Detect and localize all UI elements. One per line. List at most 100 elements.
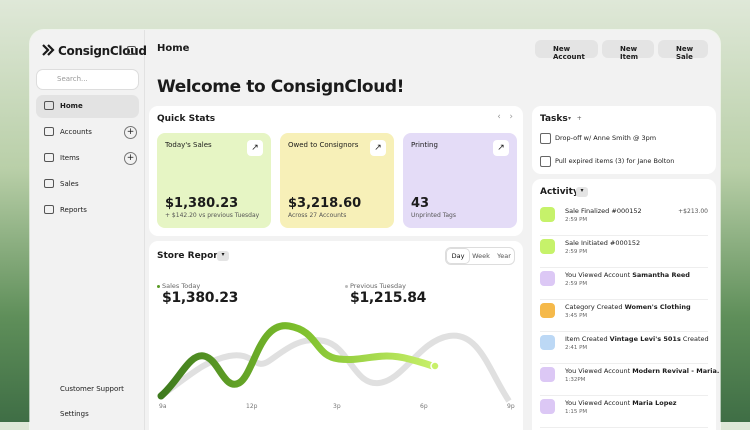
panel-title: Store Reports [157, 251, 228, 261]
welcome: Welcome to ConsignCloud! [157, 77, 405, 97]
activity-time: 1:32PM [565, 377, 586, 383]
activity-action: You Viewed Account [565, 399, 633, 407]
dropdown[interactable]: ▾ [217, 251, 229, 261]
stat-note: Across 27 Accounts [288, 212, 347, 219]
collapse-button[interactable] [127, 46, 136, 55]
stat-card: Printing 43 Unprinted Tags ↗ [403, 133, 517, 228]
activity-text: You Viewed Account Modern Revival - Mari… [565, 367, 720, 375]
dropdown[interactable]: ▾ + [568, 115, 582, 122]
nav-item[interactable]: Items + [36, 147, 139, 170]
add-button[interactable]: + [124, 152, 137, 165]
panel-title: Tasks [540, 114, 568, 124]
activity-text: You Viewed Account Samantha Reed [565, 271, 690, 279]
search-box[interactable]: Search... [36, 69, 139, 90]
activity: Activity ▾ Sale Finalized #000152 2:59 PM… [532, 179, 720, 430]
legend-value: $1,380.23 [162, 290, 239, 306]
header-button[interactable]: New Sale [658, 40, 708, 61]
brand: ConsignCloud [58, 44, 147, 58]
activity-icon [540, 271, 555, 286]
panel-title: Quick Stats [157, 114, 216, 124]
activity-action: Sale Finalized #000152 [565, 207, 642, 215]
app-window: ConsignCloud Search... Home Accounts + Item… [30, 30, 720, 430]
dropdown[interactable]: ▾ [576, 187, 588, 197]
task-item[interactable]: Pull expired items (3) for Jane Bolton [540, 156, 674, 167]
store-reports: Store Reports ▾ Day Week Year Sales Today $… [149, 241, 523, 430]
open-button[interactable]: ↗ [370, 140, 386, 156]
activity-row: Item Created Vintage Levi's 501s Created… [540, 332, 709, 364]
open-button[interactable]: ↗ [493, 140, 509, 156]
stat-label: Today's Sales [165, 141, 212, 149]
tab[interactable]: Week [472, 252, 490, 260]
activity-subject: Maria Lopez [632, 399, 677, 407]
stat-note: Unprinted Tags [411, 212, 456, 219]
range-tabs: Day Week Year [445, 247, 515, 265]
activity-subject: Women's Clothing [624, 303, 691, 311]
activity-icon [540, 207, 555, 222]
activity-text: Item Created Vintage Levi's 501s Created [565, 335, 709, 343]
header-button[interactable]: New Account [535, 40, 598, 61]
activity-time: 3:45 PM [565, 313, 588, 319]
legend-label: Sales Today [162, 282, 201, 290]
activity-subject: Vintage Levi's 501s [609, 335, 681, 343]
nav-item[interactable]: Home [36, 95, 139, 118]
activity-row: You Viewed Account Samantha Reed 2:59 PM [540, 268, 708, 300]
activity-time: 2:59 PM [565, 281, 588, 287]
task-item[interactable]: Drop-off w/ Anne Smith @ 3pm [540, 133, 656, 144]
activity-icon [540, 367, 555, 382]
x-label: 6p [420, 403, 428, 410]
activity-action: Sale Initiated #000152 [565, 239, 641, 247]
x-label: 9p [507, 403, 515, 410]
legend-value: $1,215.84 [350, 290, 427, 306]
nav-icon [44, 205, 54, 214]
activity-icon [540, 239, 555, 254]
legend-dot [345, 285, 348, 288]
quick-stats: Quick Stats ‹ › Today's Sales $1,380.23 + … [149, 106, 523, 236]
legend-label: Previous Tuesday [350, 282, 406, 290]
tab[interactable]: Year [497, 252, 511, 260]
activity-row: You Viewed Account Modern Revival - Mari… [540, 364, 720, 396]
activity-time: 2:59 PM [565, 249, 588, 255]
x-label: 12p [246, 403, 258, 410]
sales-chart [157, 322, 512, 403]
panel-title: Activity [540, 187, 579, 197]
current-point [430, 361, 440, 371]
header-button[interactable]: New Item [602, 40, 654, 61]
activity-time: 1:15 PM [565, 409, 588, 415]
x-label: 9a [159, 403, 167, 410]
activity-icon [540, 399, 555, 414]
activity-action: Category Created [565, 303, 625, 311]
footer-link[interactable]: Customer Support [60, 385, 124, 393]
nav-item[interactable]: Sales [36, 173, 139, 196]
activity-action: You Viewed Account [565, 367, 633, 375]
stat-note: + $142.20 vs previous Tuesday [165, 212, 260, 219]
activity-text: You Viewed Account Maria Lopez [565, 399, 677, 407]
add-button[interactable]: + [124, 126, 137, 139]
stat-card: Owed to Consignors $3,218.60 Across 27 Acc… [280, 133, 394, 228]
activity-amount: +$213.00 [678, 208, 708, 215]
logo [42, 44, 55, 56]
tab[interactable]: Day [447, 249, 469, 263]
activity-text: Category Created Women's Clothing [565, 303, 691, 311]
open-button[interactable]: ↗ [247, 140, 263, 156]
nav-icon [44, 179, 54, 188]
stat-card: Today's Sales $1,380.23 + $142.20 vs previ… [157, 133, 271, 228]
nav-item[interactable]: Reports [36, 199, 139, 222]
activity-text: Sale Initiated #000152 [565, 239, 640, 247]
stat-label: Owed to Consignors [288, 141, 359, 149]
activity-time: 2:41 PM [565, 345, 588, 351]
nav-icon [44, 101, 54, 110]
page-title: Home [157, 43, 190, 54]
legend-dot [157, 285, 160, 288]
nav-item[interactable]: Accounts + [36, 121, 139, 144]
carousel-nav[interactable]: ‹ › [497, 112, 513, 122]
stat-label: Printing [411, 141, 438, 149]
activity-row: You Viewed Account Maria Lopez 1:15 PM [540, 396, 708, 428]
stat-value: $3,218.60 [288, 196, 362, 211]
activity-action: You Viewed Account [565, 271, 633, 279]
activity-icon [540, 335, 555, 350]
activity-row: Sale Finalized #000152 2:59 PM +$213.00 [540, 204, 708, 236]
previous-line [159, 332, 512, 403]
activity-icon [540, 303, 555, 318]
footer-link[interactable]: Settings [60, 410, 89, 418]
